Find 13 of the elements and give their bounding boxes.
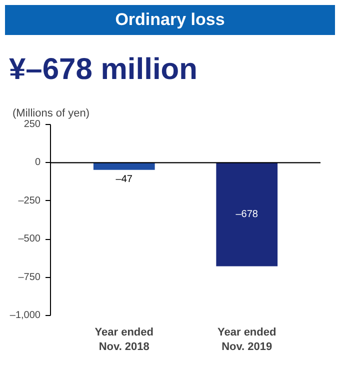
y-tick-label: –1,000 (10, 310, 41, 321)
x-tick-label: Year ended Nov. 2019 (218, 326, 276, 353)
y-tick-label: –500 (18, 234, 41, 245)
x-tick-label: Year ended Nov. 2018 (94, 326, 154, 353)
y-tick-label: 250 (24, 119, 41, 130)
y-tick-label: –750 (18, 272, 41, 283)
chart-subtitle: ¥–678 million (9, 52, 198, 88)
y-axis-title: (Millions of yen) (12, 108, 90, 120)
y-tick-label: –250 (18, 195, 41, 206)
data-label: –47 (116, 174, 133, 185)
data-label: –678 (236, 209, 258, 220)
y-tick-label: 0 (34, 157, 41, 168)
chart-title: Ordinary loss (115, 9, 225, 31)
